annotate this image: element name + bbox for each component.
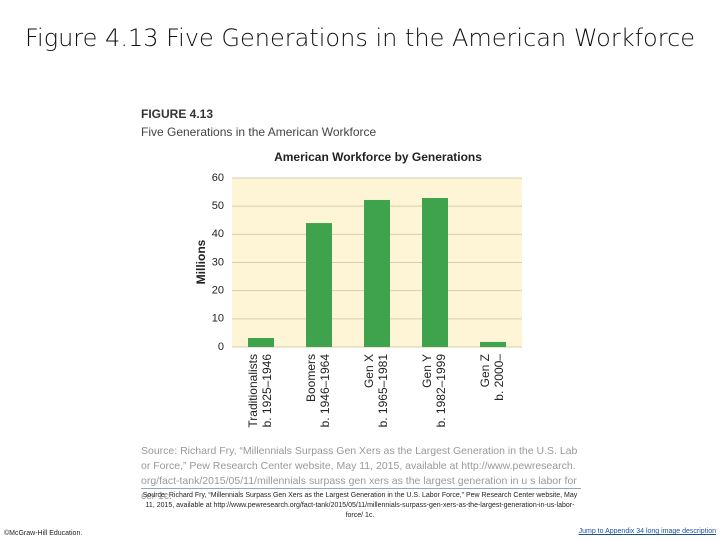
- chart: American Workforce by Generations Millio…: [194, 150, 522, 428]
- bar: [480, 341, 506, 347]
- y-tick-label: 40: [212, 228, 224, 240]
- rule: [141, 488, 581, 489]
- bar: [248, 337, 274, 347]
- figure-subtitle: Five Generations in the American Workfor…: [141, 125, 377, 139]
- y-tick-label: 30: [212, 256, 224, 268]
- x-tick-label: Traditionalists: [246, 354, 260, 428]
- y-tick-label: 0: [218, 341, 224, 353]
- bar: [422, 197, 448, 347]
- x-tick-label: Gen Z: [478, 354, 492, 387]
- x-tick-label: Gen X: [362, 354, 376, 388]
- y-tick-label: 60: [212, 172, 224, 184]
- x-tick-sublabel: b. 1925–1946: [260, 354, 274, 428]
- x-tick-sublabel: b. 1982–1999: [434, 354, 448, 428]
- copyright: ©McGraw-Hill Education.: [4, 530, 83, 537]
- slide-title: Figure 4.13 Five Generations in the Amer…: [24, 24, 696, 52]
- bar: [364, 199, 390, 347]
- y-tick-label: 10: [212, 313, 224, 325]
- appendix-link[interactable]: Jump to Appendix 34 long image descripti…: [578, 528, 716, 535]
- y-tick-label: 20: [212, 285, 224, 297]
- figure-source: Source: Richard Fry, “Millennials Surpas…: [141, 445, 578, 502]
- bar: [306, 223, 332, 347]
- x-tick-label: Gen Y: [420, 354, 434, 388]
- y-axis-label: Millions: [194, 239, 208, 284]
- figure-label: FIGURE 4.13: [141, 107, 214, 121]
- x-tick-sublabel: b. 1946–1964: [318, 354, 332, 428]
- caption-source: Source: Richard Fry, “Millennials Surpas…: [142, 492, 578, 519]
- x-tick-label: Boomers: [304, 354, 318, 402]
- y-tick-label: 50: [212, 200, 224, 212]
- x-tick-sublabel: b. 2000–: [492, 354, 506, 401]
- x-tick-sublabel: b. 1965–1981: [376, 354, 390, 428]
- chart-title: American Workforce by Generations: [274, 150, 482, 164]
